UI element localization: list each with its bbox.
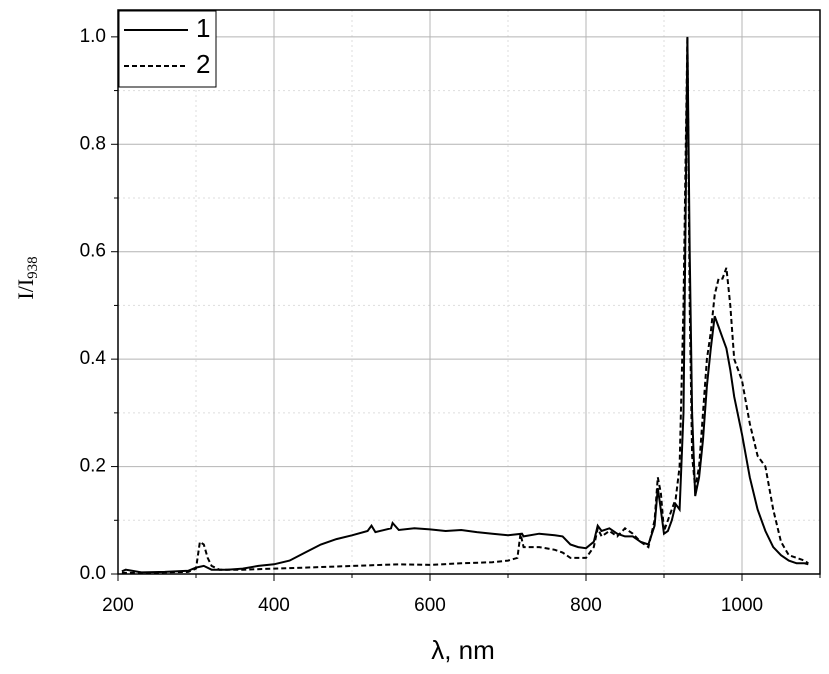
x-tick-label: 800 (570, 595, 602, 616)
y-tick-label: 0.2 (80, 456, 106, 477)
legend-label: 1 (196, 13, 210, 43)
x-tick-label: 1000 (721, 595, 763, 616)
y-axis-label-sub: 938 (25, 256, 41, 279)
x-tick-label: 200 (102, 595, 134, 616)
x-tick-label: 400 (258, 595, 290, 616)
y-tick-label: 0.8 (80, 133, 106, 154)
plot-frame (117, 9, 821, 575)
y-tick-label: 0.0 (80, 563, 106, 584)
y-axis-label: I/I938 (13, 256, 41, 299)
legend-label: 2 (196, 49, 210, 79)
series-line (121, 36, 809, 574)
y-axis-label-main: I/I (13, 279, 38, 300)
x-axis-label: λ, nm (431, 635, 495, 665)
y-tick-label: 0.6 (80, 241, 106, 262)
y-tick-label: 1.0 (80, 26, 106, 47)
y-tick-label: 0.4 (80, 348, 107, 369)
series-line (121, 36, 809, 574)
legend-box (118, 10, 217, 88)
x-tick-label: 600 (414, 595, 446, 616)
